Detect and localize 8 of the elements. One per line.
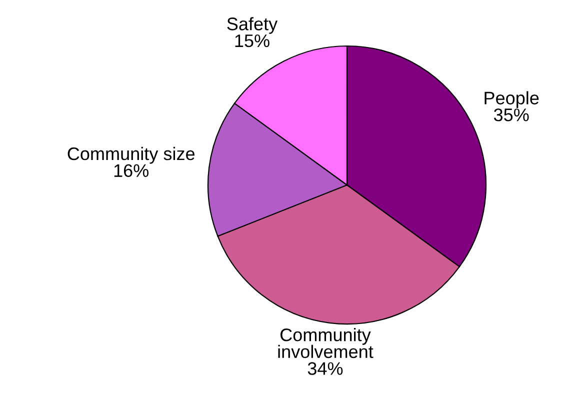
slice-label: People — [484, 91, 539, 108]
slice-label: Community involvement — [278, 328, 374, 358]
data-label: 35% — [494, 108, 529, 122]
data-label: 15% — [235, 34, 270, 48]
data-label: 16% — [114, 164, 149, 178]
slice-label: Community size — [68, 146, 195, 164]
slice-label: Safety — [227, 17, 278, 34]
data-label: 34% — [308, 362, 343, 375]
